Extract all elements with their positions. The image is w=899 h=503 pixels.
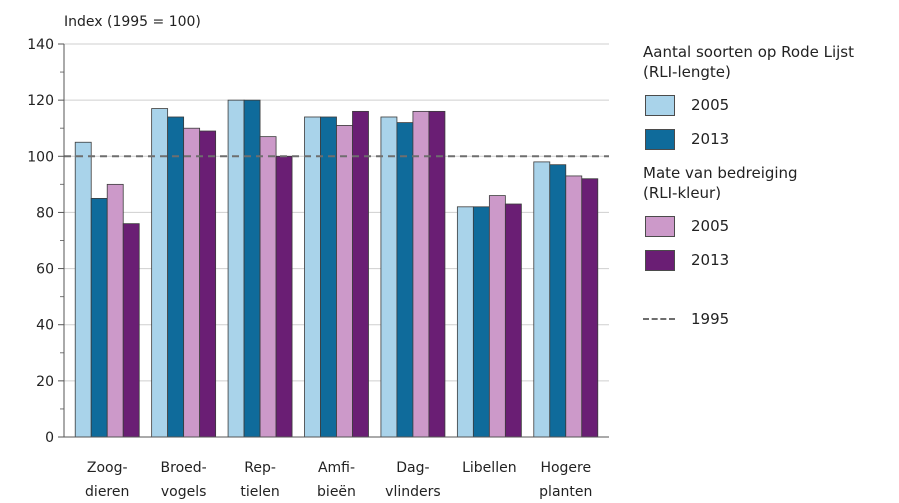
bar-color-2013-6 — [581, 178, 599, 438]
category-label: bieën — [317, 484, 356, 500]
category-label: vlinders — [385, 484, 441, 500]
legend-group-title-length: Aantal soorten op Rode Lijst (RLI-lengte… — [643, 43, 854, 82]
category-label: Dag- — [396, 460, 429, 476]
legend-item-color-2005: 2005 — [643, 209, 895, 243]
bars — [74, 99, 599, 438]
legend-swatch-color-2013 — [645, 249, 675, 271]
y-tick-label: 120 — [27, 93, 54, 109]
bar-length-2005-6 — [533, 161, 551, 438]
category-label: Broed- — [161, 460, 207, 476]
bar-length-2005-2 — [227, 99, 245, 438]
bar-color-2005-2 — [259, 136, 277, 438]
category-label: planten — [539, 484, 592, 500]
legend-group-title-color: Mate van bedreiging (RLI-kleur) — [643, 163, 798, 202]
category-label: Libellen — [462, 460, 516, 476]
category-label: Amfi- — [318, 460, 355, 476]
legend-swatch-length-2013 — [645, 129, 675, 150]
category-label: Hogere — [540, 460, 591, 476]
legend-swatch-length-2005 — [645, 95, 675, 116]
bar-length-2005-5 — [456, 206, 474, 438]
bar-length-2013-1 — [167, 116, 185, 438]
legend-item-color-2013: 2013 — [643, 243, 895, 277]
bar-color-2013-2 — [275, 155, 293, 438]
bar-color-2013-3 — [352, 110, 369, 438]
bar-length-2013-5 — [472, 206, 490, 438]
legend: Aantal soorten op Rode Lijst (RLI-lengte… — [643, 42, 895, 331]
y-tick-label: 0 — [45, 430, 54, 446]
category-label: tielen — [240, 484, 279, 500]
bar-color-2005-6 — [565, 175, 583, 438]
bar-length-2013-0 — [90, 197, 108, 438]
category-labels: Zoog-dieren Broed-vogels Rep-tielen Amfi-bi… — [85, 460, 592, 500]
y-tick-label: 60 — [36, 262, 54, 278]
bar-color-2005-4 — [412, 110, 430, 438]
bar-length-2005-4 — [380, 116, 398, 438]
legend-swatch-color-2005 — [645, 215, 675, 237]
bar-color-2013-4 — [428, 110, 446, 438]
legend-dash-1995 — [643, 318, 675, 320]
category-label: vogels — [161, 484, 207, 500]
axes — [63, 44, 609, 438]
bar-length-2013-3 — [320, 116, 337, 438]
bar-color-2005-3 — [336, 125, 353, 438]
bar-length-2005-1 — [151, 108, 169, 438]
y-axis-label: Index (1995 = 100) — [64, 14, 201, 30]
y-tick-label: 20 — [36, 374, 54, 390]
category-label: Rep- — [244, 460, 276, 476]
y-tick-label: 140 — [27, 37, 54, 53]
bar-length-2005-0 — [74, 141, 92, 438]
category-label: dieren — [85, 484, 129, 500]
y-axis-ticks: 0 20 40 60 80 100 120 140 — [27, 37, 64, 446]
y-tick-label: 100 — [27, 149, 54, 165]
bar-color-2013-0 — [122, 223, 140, 438]
bar-color-2005-5 — [488, 195, 506, 438]
legend-item-length-2013: 2013 — [643, 123, 895, 157]
bar-length-2005-3 — [304, 116, 321, 438]
legend-item-length-2005: 2005 — [643, 89, 895, 123]
bar-color-2005-1 — [183, 127, 201, 438]
bar-color-2013-5 — [504, 203, 522, 438]
bar-length-2013-4 — [396, 122, 414, 438]
legend-item-reference-1995: 1995 — [643, 307, 895, 331]
bar-length-2013-2 — [243, 99, 261, 438]
bar-color-2013-1 — [199, 130, 217, 438]
bar-color-2005-0 — [106, 183, 124, 438]
y-tick-label: 40 — [36, 318, 54, 334]
category-label: Zoog- — [87, 460, 128, 476]
bar-length-2013-6 — [549, 164, 567, 438]
y-tick-label: 80 — [36, 205, 54, 221]
